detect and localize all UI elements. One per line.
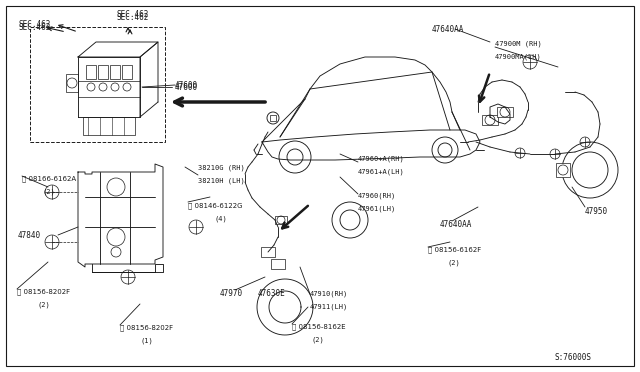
Text: SEC.462: SEC.462: [116, 10, 148, 19]
Text: (4): (4): [215, 216, 228, 222]
Bar: [30, 27, 165, 142]
Bar: [110, 65, 120, 79]
Text: 47900MA(LH): 47900MA(LH): [495, 54, 541, 60]
Text: (2): (2): [448, 260, 461, 266]
Text: SEC.462: SEC.462: [18, 19, 51, 29]
Bar: [261, 247, 275, 257]
Text: Ⓑ 08146-6122G: Ⓑ 08146-6122G: [188, 203, 243, 209]
Text: 47640AA: 47640AA: [432, 25, 465, 33]
Text: 38210G (RH): 38210G (RH): [198, 165, 244, 171]
Text: SEC.462: SEC.462: [18, 22, 51, 32]
Text: SEC.462: SEC.462: [116, 13, 148, 22]
Bar: [83, 117, 135, 135]
Text: 47640AA: 47640AA: [440, 219, 472, 228]
Text: Ⓑ 08156-8162E: Ⓑ 08156-8162E: [292, 324, 346, 330]
Bar: [497, 107, 513, 117]
Text: Ⓑ 08166-6162A: Ⓑ 08166-6162A: [22, 176, 76, 182]
Text: 47600: 47600: [175, 80, 198, 90]
Text: 47961(LH): 47961(LH): [358, 206, 396, 212]
Text: 47910(RH): 47910(RH): [310, 291, 348, 297]
Text: Ⓑ 08156-8202F: Ⓑ 08156-8202F: [120, 325, 173, 331]
Bar: [98, 65, 108, 79]
Text: (1): (1): [140, 338, 153, 344]
Text: 47960+A(RH): 47960+A(RH): [358, 156, 404, 162]
Text: 47600: 47600: [175, 83, 198, 92]
Bar: [122, 65, 132, 79]
Text: (2): (2): [312, 337, 324, 343]
Text: S:76000S: S:76000S: [555, 353, 592, 362]
Text: Ⓑ 08156-8202F: Ⓑ 08156-8202F: [17, 289, 70, 295]
Text: 47630E: 47630E: [258, 289, 285, 298]
Text: (2): (2): [37, 302, 50, 308]
Text: 38210H (LH): 38210H (LH): [198, 178, 244, 184]
Text: 47970: 47970: [220, 289, 243, 298]
Bar: [275, 216, 287, 224]
Bar: [482, 115, 498, 125]
Text: Ⓑ 08156-6162F: Ⓑ 08156-6162F: [428, 247, 481, 253]
Text: 47960(RH): 47960(RH): [358, 193, 396, 199]
Text: 47900M (RH): 47900M (RH): [495, 41, 541, 47]
Text: 47950: 47950: [585, 206, 608, 215]
Text: 47961+A(LH): 47961+A(LH): [358, 169, 404, 175]
Bar: [271, 259, 285, 269]
Bar: [556, 163, 570, 177]
Bar: [66, 74, 78, 92]
Text: (2): (2): [42, 189, 55, 195]
Text: 47840: 47840: [18, 231, 41, 240]
Text: 47911(LH): 47911(LH): [310, 304, 348, 310]
Bar: [86, 65, 96, 79]
